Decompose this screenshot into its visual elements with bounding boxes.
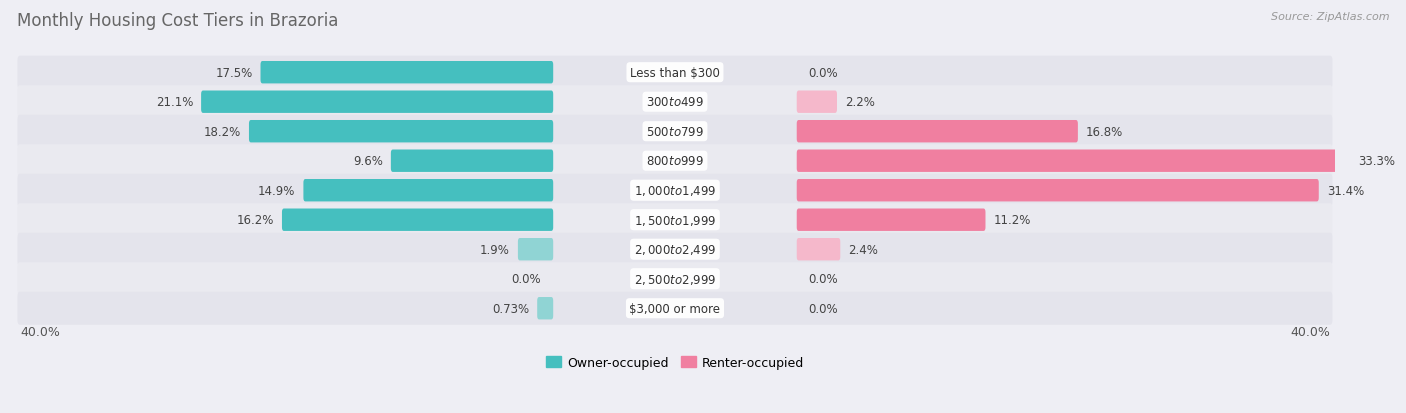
- Text: 1.9%: 1.9%: [479, 243, 510, 256]
- FancyBboxPatch shape: [797, 150, 1350, 173]
- Text: $500 to $799: $500 to $799: [647, 126, 704, 138]
- Text: 40.0%: 40.0%: [20, 325, 60, 338]
- FancyBboxPatch shape: [17, 86, 1333, 119]
- Text: $2,000 to $2,499: $2,000 to $2,499: [634, 242, 716, 256]
- Text: 18.2%: 18.2%: [204, 126, 240, 138]
- Text: $800 to $999: $800 to $999: [647, 155, 704, 168]
- FancyBboxPatch shape: [537, 297, 553, 320]
- Text: 21.1%: 21.1%: [156, 96, 193, 109]
- FancyBboxPatch shape: [517, 238, 553, 261]
- Text: 0.0%: 0.0%: [808, 66, 838, 80]
- Text: 33.3%: 33.3%: [1358, 155, 1395, 168]
- FancyBboxPatch shape: [17, 204, 1333, 237]
- FancyBboxPatch shape: [17, 57, 1333, 90]
- FancyBboxPatch shape: [283, 209, 553, 231]
- Text: $300 to $499: $300 to $499: [647, 96, 704, 109]
- FancyBboxPatch shape: [797, 209, 986, 231]
- Text: 14.9%: 14.9%: [259, 184, 295, 197]
- Text: $3,000 or more: $3,000 or more: [630, 302, 720, 315]
- Text: 16.8%: 16.8%: [1085, 126, 1123, 138]
- FancyBboxPatch shape: [17, 233, 1333, 266]
- Text: 2.2%: 2.2%: [845, 96, 875, 109]
- FancyBboxPatch shape: [797, 180, 1319, 202]
- FancyBboxPatch shape: [797, 91, 837, 114]
- Text: $1,000 to $1,499: $1,000 to $1,499: [634, 184, 716, 198]
- Text: 16.2%: 16.2%: [236, 214, 274, 227]
- Text: 0.73%: 0.73%: [492, 302, 529, 315]
- FancyBboxPatch shape: [201, 91, 553, 114]
- FancyBboxPatch shape: [17, 115, 1333, 148]
- Text: 17.5%: 17.5%: [215, 66, 253, 80]
- FancyBboxPatch shape: [797, 238, 841, 261]
- FancyBboxPatch shape: [17, 292, 1333, 325]
- Text: $1,500 to $1,999: $1,500 to $1,999: [634, 213, 716, 227]
- Legend: Owner-occupied, Renter-occupied: Owner-occupied, Renter-occupied: [546, 356, 804, 369]
- FancyBboxPatch shape: [249, 121, 553, 143]
- FancyBboxPatch shape: [797, 121, 1078, 143]
- Text: 2.4%: 2.4%: [848, 243, 879, 256]
- Text: 9.6%: 9.6%: [353, 155, 382, 168]
- FancyBboxPatch shape: [391, 150, 553, 173]
- Text: 0.0%: 0.0%: [808, 302, 838, 315]
- FancyBboxPatch shape: [304, 180, 553, 202]
- FancyBboxPatch shape: [17, 145, 1333, 178]
- Text: Monthly Housing Cost Tiers in Brazoria: Monthly Housing Cost Tiers in Brazoria: [17, 12, 339, 30]
- Text: Source: ZipAtlas.com: Source: ZipAtlas.com: [1271, 12, 1389, 22]
- FancyBboxPatch shape: [260, 62, 553, 84]
- Text: $2,500 to $2,999: $2,500 to $2,999: [634, 272, 716, 286]
- Text: 31.4%: 31.4%: [1327, 184, 1364, 197]
- Text: 40.0%: 40.0%: [1291, 325, 1330, 338]
- Text: 0.0%: 0.0%: [808, 273, 838, 285]
- FancyBboxPatch shape: [17, 263, 1333, 296]
- Text: 0.0%: 0.0%: [512, 273, 541, 285]
- Text: 11.2%: 11.2%: [994, 214, 1031, 227]
- FancyBboxPatch shape: [17, 174, 1333, 207]
- Text: Less than $300: Less than $300: [630, 66, 720, 80]
